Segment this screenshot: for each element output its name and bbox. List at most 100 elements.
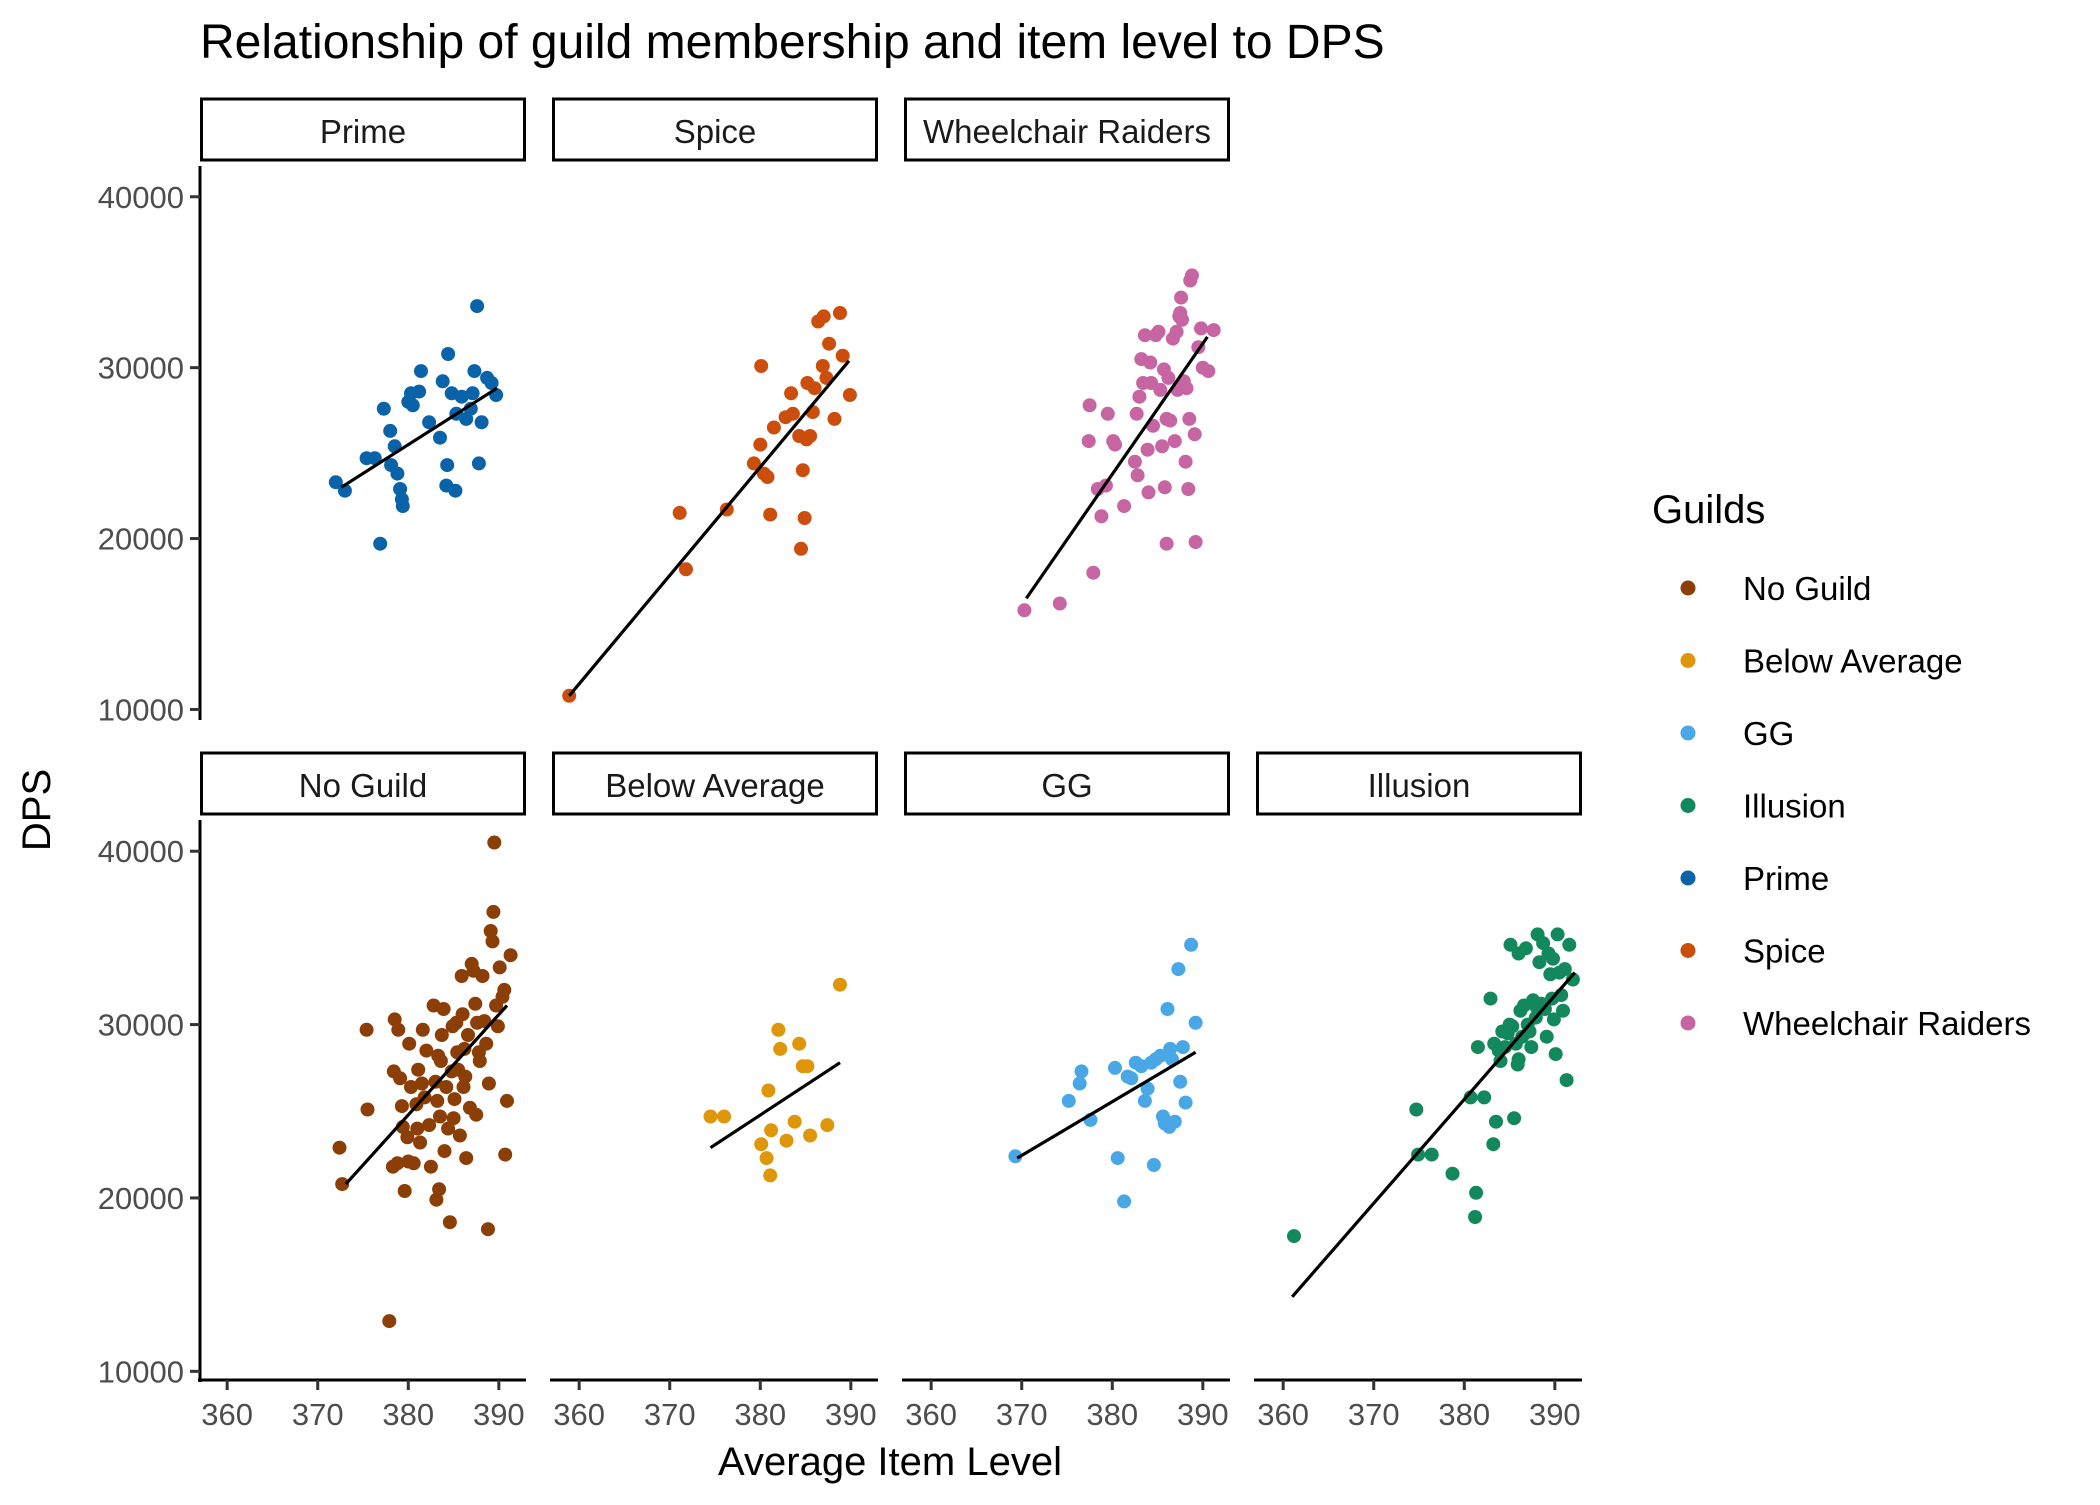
data-point-wheelchair-raiders: [1108, 437, 1122, 452]
data-point-no-guild: [391, 1022, 406, 1037]
x-tick-label: 380: [1086, 1397, 1138, 1432]
facet-strip-label-prime: Prime: [320, 113, 406, 150]
data-point-illusion: [1493, 1054, 1508, 1068]
data-point-no-guild: [422, 1118, 437, 1133]
data-point-spice: [679, 562, 693, 577]
data-point-prime: [448, 483, 463, 498]
data-point-prime: [435, 374, 450, 389]
data-point-no-guild: [434, 1028, 449, 1042]
data-point-spice: [803, 429, 818, 443]
legend-key-prime: [1680, 870, 1696, 886]
data-point-no-guild: [410, 1121, 425, 1136]
x-tick-label: 360: [905, 1397, 957, 1432]
facet-strip-spice: [552, 97, 878, 162]
data-point-no-guild: [479, 1036, 494, 1051]
legend-label-illusion: Illusion: [1743, 788, 1846, 825]
data-point-spice: [763, 507, 778, 522]
facet-strip-label-below-average: Below Average: [605, 767, 825, 804]
data-point-gg: [1108, 1060, 1122, 1075]
data-point-no-guild: [397, 1184, 412, 1198]
data-point-prime: [467, 364, 482, 379]
x-tick-label: 360: [553, 1397, 605, 1432]
data-point-no-guild: [439, 1080, 454, 1094]
x-tick-label: 370: [996, 1397, 1048, 1432]
data-point-wheelchair-raiders: [1182, 411, 1197, 426]
data-point-spice: [794, 541, 808, 556]
data-point-wheelchair-raiders: [1094, 509, 1109, 524]
data-point-spice: [842, 388, 857, 402]
legend-label-gg: GG: [1743, 715, 1794, 752]
data-point-below-average: [773, 1041, 788, 1056]
data-point-gg: [1167, 1114, 1182, 1129]
data-point-no-guild: [483, 924, 498, 938]
data-point-wheelchair-raiders: [1161, 370, 1176, 385]
legend-key-gg: [1680, 725, 1696, 741]
data-point-illusion: [1424, 1147, 1439, 1162]
data-point-illusion: [1483, 991, 1498, 1006]
data-point-spice: [785, 406, 800, 421]
data-point-wheelchair-raiders: [1127, 454, 1142, 469]
data-point-no-guild: [452, 1128, 467, 1143]
data-point-wheelchair-raiders: [1129, 406, 1144, 421]
data-point-below-average: [803, 1128, 818, 1143]
data-point-below-average: [820, 1118, 835, 1133]
trend-line-gg: [1016, 1050, 1197, 1160]
x-tick-label: 390: [473, 1397, 525, 1432]
data-point-gg: [1153, 1048, 1168, 1063]
data-point-wheelchair-raiders: [1185, 268, 1199, 283]
data-point-prime: [395, 499, 410, 514]
data-point-no-guild: [481, 1076, 496, 1091]
data-point-wheelchair-raiders: [1151, 324, 1166, 339]
x-tick-label: 370: [644, 1397, 696, 1432]
legend-items: No Guild Below Average GG Illusion Prime Spic…: [1680, 570, 2031, 1042]
data-point-below-average: [703, 1109, 718, 1124]
data-point-gg: [1110, 1151, 1125, 1166]
data-point-below-average: [800, 1059, 815, 1074]
data-point-gg: [1146, 1158, 1161, 1172]
data-point-wheelchair-raiders: [1155, 439, 1170, 454]
data-point-prime: [328, 475, 343, 490]
data-point-prime: [367, 451, 382, 466]
data-point-illusion: [1518, 941, 1533, 956]
panel-illusion: Illusion 360 370 380 390: [1254, 751, 1582, 1432]
data-point-wheelchair-raiders: [1157, 480, 1172, 495]
data-point-wheelchair-raiders: [1167, 434, 1182, 449]
data-point-no-guild: [472, 1054, 487, 1068]
data-point-no-guild: [332, 1140, 347, 1155]
y-tick-label: 40000: [98, 834, 184, 869]
data-point-gg: [1061, 1093, 1076, 1108]
data-point-illusion: [1548, 1047, 1563, 1062]
data-point-prime: [412, 384, 427, 399]
legend-label-spice: Spice: [1743, 933, 1826, 970]
trend-line-wheelchair-raiders: [1024, 335, 1209, 600]
facet-strip-no-guild: [200, 751, 526, 816]
data-point-spice: [784, 386, 799, 401]
data-point-below-average: [754, 1137, 769, 1152]
panel-prime: Prime 10000 20000 30000 40000: [98, 97, 526, 727]
x-tick-label: 360: [201, 1397, 253, 1432]
legend-label-wheelchair-raiders: Wheelchair Raiders: [1743, 1005, 2031, 1042]
data-point-no-guild: [458, 1069, 473, 1084]
data-point-spice: [766, 420, 781, 435]
data-point-no-guild: [468, 996, 483, 1011]
data-point-no-guild: [457, 1041, 472, 1056]
data-point-spice: [746, 456, 761, 471]
panel-gg: GG 360 370 380 390: [902, 751, 1230, 1432]
data-point-wheelchair-raiders: [1169, 324, 1184, 339]
data-point-spice: [822, 336, 837, 351]
facet-strip-label-no-guild: No Guild: [299, 767, 427, 804]
data-point-no-guild: [400, 1130, 415, 1145]
data-point-spice: [833, 306, 847, 320]
data-point-gg: [1171, 962, 1186, 977]
data-point-prime: [465, 386, 480, 401]
data-point-illusion: [1468, 1210, 1483, 1224]
legend-label-no-guild: No Guild: [1743, 570, 1871, 607]
data-point-wheelchair-raiders: [1130, 468, 1145, 483]
legend-label-prime: Prime: [1743, 860, 1829, 897]
data-point-spice: [797, 511, 812, 525]
data-point-prime: [471, 456, 486, 471]
trend-line-no-guild: [344, 1004, 509, 1186]
data-point-illusion: [1287, 1229, 1301, 1244]
x-tick-label: 390: [1177, 1397, 1229, 1432]
data-point-wheelchair-raiders: [1141, 485, 1156, 500]
